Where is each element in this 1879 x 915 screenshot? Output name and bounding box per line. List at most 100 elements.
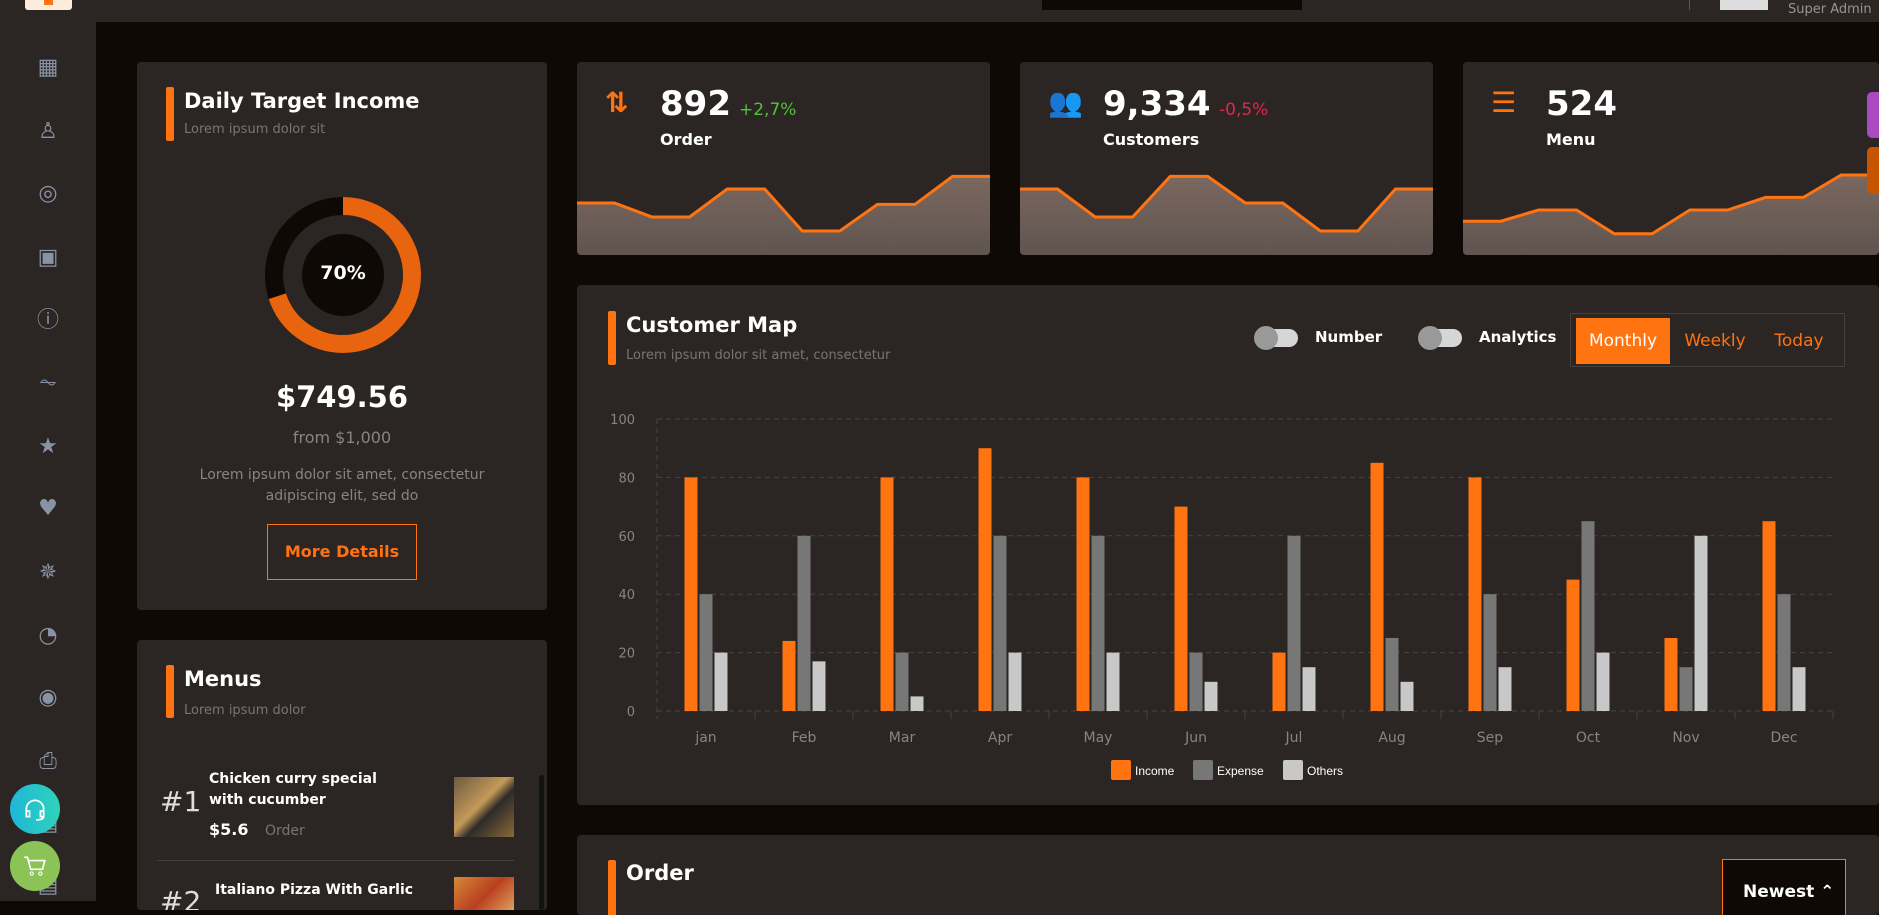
bar-income [1370,462,1384,711]
cart-fab[interactable] [10,841,60,891]
menu-rank: #1 [160,785,202,818]
chevron-up-icon: ⌃ [1820,882,1835,902]
legend-label: Expense [1217,764,1264,778]
support-icon[interactable]: ◎ [38,181,58,206]
bar-expense [1483,594,1497,711]
bar-others [910,696,924,711]
bar-others [812,661,826,711]
sparkline [1463,173,1879,255]
badge-check-icon[interactable]: ✵ [38,560,58,585]
x-tick-label: Aug [1378,730,1405,746]
menu-item-image [454,877,514,910]
y-tick-label: 60 [618,530,635,545]
tab-weekly[interactable]: Weekly [1684,331,1746,351]
x-tick-label: Oct [1576,730,1601,746]
description-line-2: adipiscing elit, sed do [265,488,419,504]
top-header [0,0,1879,22]
accent-bar [166,87,174,141]
number-toggle[interactable] [1254,326,1298,350]
x-tick-label: Nov [1672,730,1699,746]
bar-chart: 0 20 40 60 80 100 jan Feb Mar Apr May Jun Jul Aug Sep O… [610,413,1834,780]
daily-target-card: Daily Target Income Lorem ipsum dolor si… [137,62,547,610]
sort-dropdown[interactable]: Newest ⌃ [1722,859,1846,915]
bar-income [978,448,992,711]
bar-income [1566,579,1580,711]
stat-change: -0,5% [1219,100,1269,120]
bar-income [782,640,796,711]
x-tick-label: May [1084,730,1113,746]
bar-expense [1385,638,1399,711]
sparkline-area [1020,176,1433,255]
bar-expense [1581,521,1595,711]
tab-today[interactable]: Today [1774,331,1824,351]
card-subtitle: Lorem ipsum dolor sit amet, consectetur [626,348,891,363]
info-icon[interactable]: ⓘ [36,308,59,333]
bar-income [1664,638,1678,711]
income-amount: $749.56 [275,380,409,414]
support-fab[interactable] [10,784,60,834]
card-title: Menus [184,667,262,691]
period-segmented-control [1570,313,1845,367]
stat-card-customers: 👥 9,334 -0,5% Customers [1020,62,1433,255]
list-divider [157,860,514,861]
description-line-1: Lorem ipsum dolor sit amet, consectetur [199,467,485,483]
card-subtitle: Lorem ipsum dolor [184,703,306,718]
target-icon[interactable]: ◉ [38,685,58,710]
heart-icon[interactable]: ♥ [38,496,58,521]
bar-others [1008,652,1022,711]
stat-card-menu: ☰ 524 Menu [1463,62,1879,255]
menu-item-name[interactable]: Chicken curry special with cucumber [209,771,377,808]
x-tick-label: Jun [1184,730,1207,746]
cart-icon [24,856,46,876]
avatar[interactable] [1720,0,1768,10]
accent-bar [608,311,616,365]
menu-item-name[interactable]: Italiano Pizza With Garlic [215,882,414,898]
order-link[interactable]: Order [265,823,305,839]
dashboard-icon[interactable]: ▦ [37,55,59,80]
star-icon[interactable]: ★ [38,434,58,459]
bar-others [1498,667,1512,711]
bar-others [1204,681,1218,711]
logo[interactable] [25,0,72,10]
stat-value: 892 [660,84,731,124]
bar-expense [797,535,811,711]
bar-income [1174,506,1188,711]
square-icon[interactable]: ▣ [37,245,59,270]
arrows-up-down-icon: ⇅ [605,86,629,119]
printer-icon[interactable]: ⎙ [39,749,57,774]
sidebar: ▦ ♙ ◎ ▣ ⓘ ⏦ ★ ♥ ✵ ◔ ◉ ⎙ ▤ ▤ [0,22,96,901]
activity-icon[interactable]: ⏦ [39,370,57,395]
user-icon[interactable]: ♙ [38,119,58,144]
card-title: Order [626,861,694,885]
x-tick-label: Mar [889,730,916,746]
sparkline-area [577,176,990,255]
bar-expense [895,652,909,711]
bar-income [1272,652,1286,711]
x-tick-label: Jul [1285,730,1303,746]
theme-panel-tab[interactable] [1867,92,1879,138]
analytics-toggle[interactable] [1418,326,1462,350]
card-title: Daily Target Income [184,89,420,113]
settings-panel-tab[interactable] [1867,147,1879,194]
bar-others [1792,667,1806,711]
stat-label: Order [660,130,712,149]
menu-bars-icon: ☰ [1491,86,1517,119]
scrollbar[interactable] [539,775,544,910]
header-divider [1689,0,1690,10]
headset-icon [25,799,45,821]
menu-item-price: $5.6 [209,820,249,839]
accent-bar [608,860,616,915]
tab-monthly[interactable]: Monthly [1576,318,1670,364]
sparkline [577,174,990,255]
users-icon: 👥 [1048,86,1083,119]
sparkline [1020,174,1433,255]
search-input[interactable] [1042,0,1302,10]
stat-value: 524 [1546,84,1617,124]
target-amount: from $1,000 [292,428,392,447]
order-card: Order Newest ⌃ [577,835,1879,915]
menu-item-image [454,777,514,837]
x-tick-label: Dec [1770,730,1797,746]
bar-income [1762,521,1776,711]
gauge-icon[interactable]: ◔ [38,623,58,648]
more-details-button[interactable]: More Details [267,524,417,580]
